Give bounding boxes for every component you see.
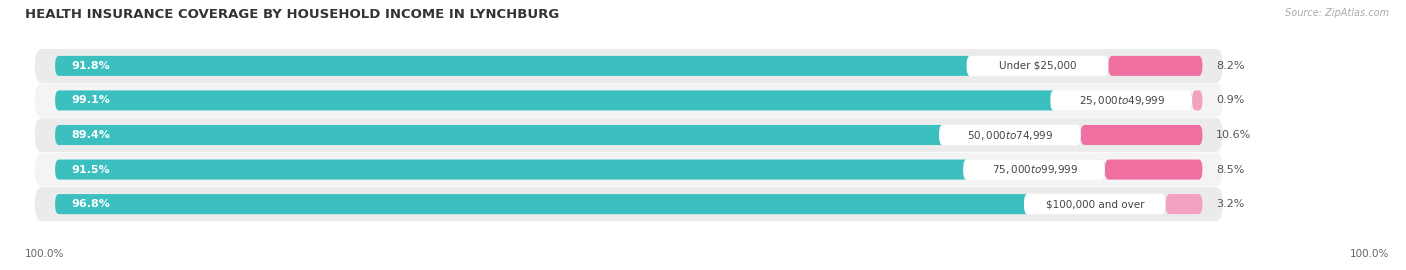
- FancyBboxPatch shape: [1081, 125, 1202, 145]
- Text: 100.0%: 100.0%: [25, 249, 65, 259]
- FancyBboxPatch shape: [55, 125, 1081, 145]
- FancyBboxPatch shape: [1024, 194, 1166, 214]
- Text: 89.4%: 89.4%: [72, 130, 110, 140]
- Text: 91.8%: 91.8%: [72, 61, 110, 71]
- Text: Under $25,000: Under $25,000: [1000, 61, 1077, 71]
- FancyBboxPatch shape: [35, 49, 1223, 83]
- FancyBboxPatch shape: [35, 83, 1223, 117]
- FancyBboxPatch shape: [1192, 90, 1202, 110]
- FancyBboxPatch shape: [55, 194, 1166, 214]
- FancyBboxPatch shape: [963, 159, 1105, 180]
- Text: 100.0%: 100.0%: [1350, 249, 1389, 259]
- Text: 10.6%: 10.6%: [1216, 130, 1251, 140]
- FancyBboxPatch shape: [55, 56, 1108, 76]
- Text: 96.8%: 96.8%: [72, 199, 110, 209]
- Text: $75,000 to $99,999: $75,000 to $99,999: [991, 163, 1078, 176]
- Text: 99.1%: 99.1%: [72, 95, 110, 106]
- Text: 0.9%: 0.9%: [1216, 95, 1244, 106]
- FancyBboxPatch shape: [1050, 90, 1192, 111]
- Text: Source: ZipAtlas.com: Source: ZipAtlas.com: [1285, 8, 1389, 18]
- FancyBboxPatch shape: [939, 125, 1081, 145]
- FancyBboxPatch shape: [55, 90, 1192, 110]
- Text: $50,000 to $74,999: $50,000 to $74,999: [967, 129, 1053, 141]
- Text: $25,000 to $49,999: $25,000 to $49,999: [1078, 94, 1166, 107]
- FancyBboxPatch shape: [35, 118, 1223, 152]
- Text: 8.2%: 8.2%: [1216, 61, 1244, 71]
- Text: $100,000 and over: $100,000 and over: [1046, 199, 1144, 209]
- FancyBboxPatch shape: [35, 153, 1223, 187]
- Text: 3.2%: 3.2%: [1216, 199, 1244, 209]
- FancyBboxPatch shape: [1105, 160, 1202, 180]
- FancyBboxPatch shape: [35, 187, 1223, 221]
- Text: HEALTH INSURANCE COVERAGE BY HOUSEHOLD INCOME IN LYNCHBURG: HEALTH INSURANCE COVERAGE BY HOUSEHOLD I…: [25, 8, 560, 21]
- Text: 91.5%: 91.5%: [72, 164, 110, 175]
- FancyBboxPatch shape: [1108, 56, 1202, 76]
- FancyBboxPatch shape: [1166, 194, 1202, 214]
- FancyBboxPatch shape: [55, 160, 1105, 180]
- FancyBboxPatch shape: [966, 56, 1108, 76]
- Text: 8.5%: 8.5%: [1216, 164, 1244, 175]
